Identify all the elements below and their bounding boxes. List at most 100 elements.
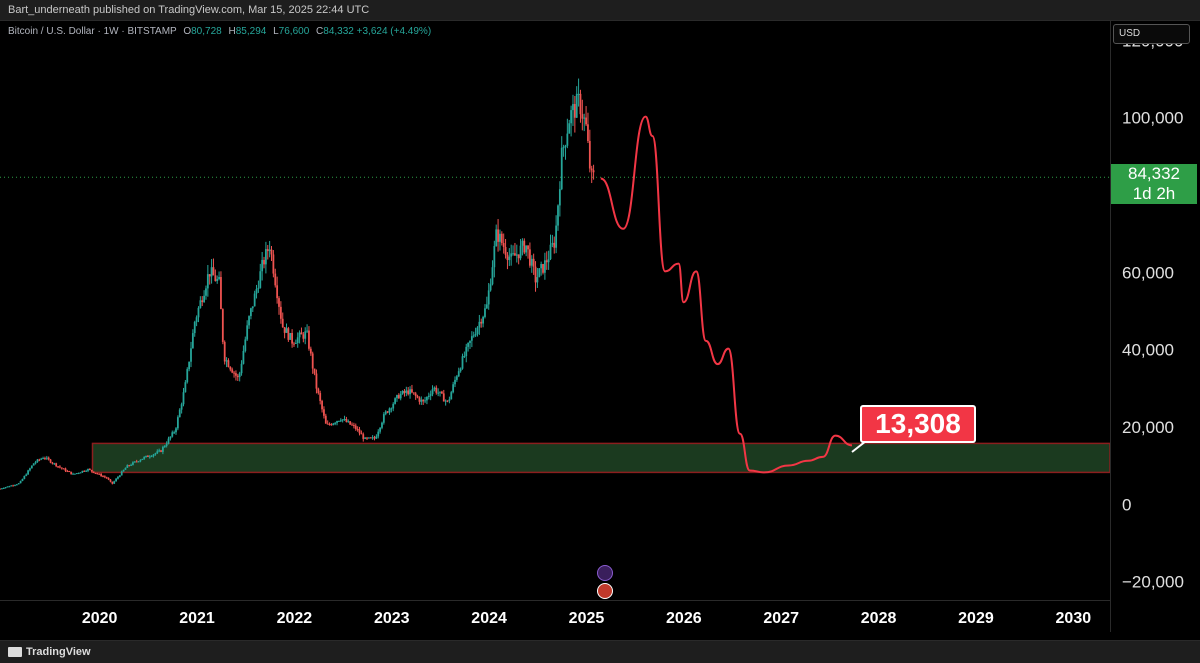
candle-body <box>549 244 552 260</box>
candle-body <box>416 396 419 398</box>
candle-body <box>261 259 264 272</box>
candle-body <box>500 233 503 244</box>
candle-body <box>197 307 200 318</box>
candle-body <box>77 472 80 474</box>
candle-body <box>499 233 501 242</box>
candle-body <box>573 104 576 118</box>
candle-body <box>242 350 245 364</box>
candle-body <box>470 336 473 341</box>
target-price-callout: 13,308 <box>860 405 976 443</box>
flag-icon[interactable] <box>597 583 613 599</box>
candle-body <box>360 433 363 435</box>
candle-body <box>313 368 316 374</box>
candle-body <box>553 242 556 248</box>
candle-body <box>15 484 18 486</box>
candle-body <box>233 372 235 374</box>
candle-body <box>248 316 250 326</box>
candle-body <box>128 465 131 467</box>
candle-body <box>141 458 144 460</box>
close-value: 84,332 <box>323 26 354 37</box>
candle-body <box>323 409 325 416</box>
x-tick-label: 2025 <box>569 610 605 627</box>
candle-body <box>308 330 310 349</box>
candle-body <box>482 316 484 324</box>
candle-body <box>180 404 183 410</box>
support-zone <box>91 442 1111 474</box>
candle-body <box>459 368 462 372</box>
candle-body <box>429 394 432 396</box>
candle-body <box>491 267 494 285</box>
candle-body <box>521 240 524 246</box>
candle-body <box>109 479 112 482</box>
candle-body <box>532 258 535 267</box>
open-label: O <box>183 26 192 37</box>
candle-body <box>485 304 488 309</box>
candle-body <box>132 462 134 465</box>
candle-body <box>276 285 279 299</box>
candle-body <box>87 468 89 471</box>
x-tick-label: 2026 <box>666 610 702 627</box>
lightning-icon[interactable] <box>597 565 613 581</box>
candle-body <box>162 447 164 452</box>
x-tick-label: 2023 <box>374 610 410 627</box>
candle-body <box>426 397 428 401</box>
candle-body <box>506 254 509 261</box>
candle-body <box>557 205 559 226</box>
candle-body <box>55 463 58 467</box>
candle-body <box>517 254 520 259</box>
candle-body <box>461 356 464 369</box>
candle-body <box>143 457 146 459</box>
currency-selector[interactable]: USD <box>1113 24 1190 44</box>
candle-body <box>62 468 65 470</box>
high-label: H <box>228 26 236 37</box>
candle-body <box>2 487 5 489</box>
candle-body <box>231 369 234 373</box>
candle-body <box>330 424 333 426</box>
candle-body <box>40 458 43 460</box>
change-value: +3,624 (+4.49%) <box>356 26 432 37</box>
candle-body <box>235 373 237 376</box>
tradingview-logo[interactable]: TradingView <box>8 646 91 658</box>
candle-body <box>364 437 367 439</box>
candle-body <box>148 456 151 458</box>
candle-body <box>244 339 247 351</box>
candle-body <box>369 437 372 439</box>
candle-body <box>562 147 565 149</box>
projection-curve <box>600 115 853 474</box>
candle-body <box>190 348 192 362</box>
candle-body <box>484 308 486 317</box>
candle-body <box>514 253 516 256</box>
candle-body <box>184 382 187 393</box>
candle-body <box>105 477 108 479</box>
candle-body <box>493 246 496 268</box>
candle-body <box>579 93 582 115</box>
candle-body <box>379 427 382 432</box>
candle-body <box>547 259 550 263</box>
candle-body <box>49 459 52 463</box>
candle-body <box>193 322 196 334</box>
candle-body <box>592 170 595 173</box>
open-value: 80,728 <box>191 26 222 37</box>
candle-body <box>354 425 357 430</box>
candle-body <box>437 392 440 394</box>
candle-body <box>158 450 161 452</box>
candle-body <box>240 363 243 374</box>
price-chart[interactable]: 120,000100,00060,00040,00020,0000−20,000… <box>0 20 1200 640</box>
candle-body <box>218 276 220 279</box>
candle-body <box>147 455 149 457</box>
candle-body <box>221 309 224 342</box>
candle-body <box>487 290 490 305</box>
symbol-legend: Bitcoin / U.S. Dollar · 1W · BITSTAMP O8… <box>8 26 431 37</box>
candle-body <box>293 343 295 345</box>
close-label: C <box>316 26 324 37</box>
candle-body <box>545 260 548 263</box>
candle-body <box>386 411 389 413</box>
x-axis-divider <box>0 600 1110 601</box>
candle-body <box>227 360 230 367</box>
candle-body <box>98 473 101 475</box>
candle-body <box>182 392 185 405</box>
candle-body <box>334 422 337 424</box>
candle-body <box>90 469 93 472</box>
candle-body <box>156 451 159 454</box>
candle-body <box>102 476 104 478</box>
